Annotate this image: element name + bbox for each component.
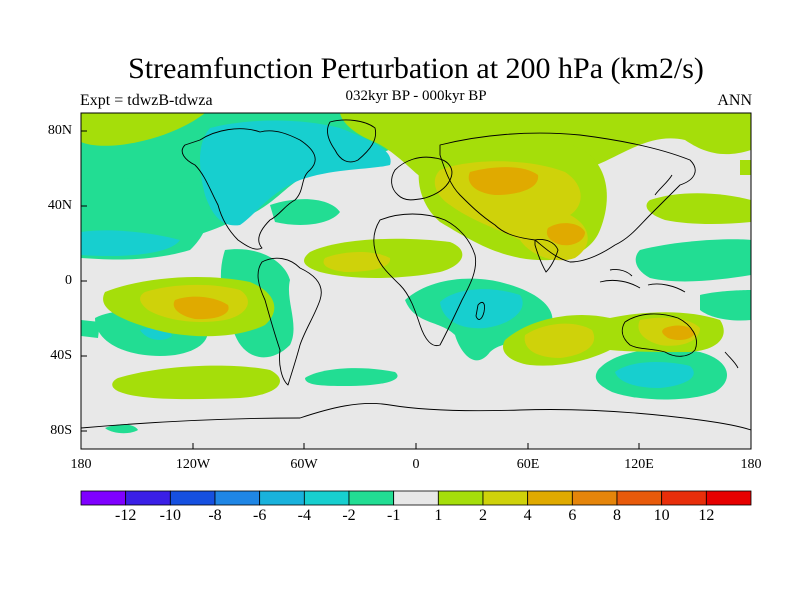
outline-asia [439,132,696,263]
map-subtitle: 032kyr BP - 000kyr BP [345,88,487,104]
colorbar-label: 8 [613,507,621,524]
lat-label-40n: 40N [47,198,72,213]
outline-antarctica [81,403,751,431]
lon-label-120e: 120E [624,457,654,472]
lat-label-80s: 80S [50,423,72,438]
season-label: ANN [717,92,752,109]
contour-west-pacific-negative [635,239,751,282]
colorbar-label: -6 [252,507,267,524]
colorbar-label: 2 [479,507,487,524]
axis-ticks [80,130,752,449]
contour-ross-negative [105,424,138,434]
negative-contours-medium [81,120,694,388]
colorbar-swatch [259,490,305,506]
contour-southern-ocean-strong [615,362,694,388]
colorbar-swatch [125,490,171,506]
experiment-label: Expt = tdwzB-tdwza [80,92,213,109]
contour-dateline-positive [740,160,751,175]
outline-north-america [181,128,316,250]
contour-north-atlantic-medium [323,252,391,272]
lon-label-180w: 180 [70,457,92,472]
colorbar-swatch [393,490,439,506]
colorbar [80,490,752,506]
colorbar-swatch [527,490,573,506]
outline-greenland [327,119,377,163]
colorbar-swatch [80,490,127,506]
contour-central-asia-strong [468,167,539,195]
lon-label-60w: 60W [290,457,318,472]
outline-new-zealand [724,351,739,369]
contour-dateline-east-negative [700,290,751,321]
colorbar-label: -1 [386,507,401,524]
outline-india [534,239,559,273]
positive-contours-strong [173,167,695,341]
colorbar-swatch [214,490,261,506]
colorbar-swatch [571,490,618,506]
contour-north-pacific-positive-east [646,193,751,225]
continent-outlines [81,119,751,431]
contour-australia-medium [524,323,595,358]
colorbar-label: -8 [208,507,222,524]
colorbar-label: 4 [523,507,532,524]
lon-label-60e: 60E [516,457,540,472]
lat-label-80n: 80N [47,123,72,138]
colorbar-label: -10 [159,507,181,524]
colorbar-swatch [705,490,752,506]
colorbar-swatch [661,490,707,506]
colorbar-label: 12 [698,507,715,524]
colorbar-label: -2 [342,507,356,524]
colorbar-swatch [616,490,663,506]
outline-europe [391,156,453,201]
colorbar-swatch [303,490,350,506]
colorbar-label: 6 [568,507,577,524]
colorbar-swatch [437,490,484,506]
lon-label-0: 0 [412,457,420,472]
outline-south-america [257,257,322,386]
contour-arctic-positive [81,113,205,146]
colorbar-label: -12 [114,507,137,524]
contour-tropical-pacific-strong [173,296,229,320]
contour-africa-strong [440,289,523,329]
outline-japan [654,174,673,196]
colorbar-swatch [348,490,395,506]
colorbar-swatch [482,490,529,506]
outline-indonesia [599,269,686,293]
contour-north-pacific-strong [81,230,180,257]
colorbar-label: -4 [297,507,311,524]
lon-label-180e: 180 [740,457,762,472]
colorbar-swatch [169,490,216,506]
lat-label-0: 0 [65,273,72,288]
lon-label-120w: 120W [175,457,211,472]
contour-east-antarctic-negative [81,320,100,338]
contour-south-pacific-positive [112,365,280,400]
colorbar-label: 10 [653,507,670,524]
contour-southern-atlantic-negative [305,368,398,386]
contour-tibet-strong [546,223,585,246]
outline-madagascar [475,301,485,320]
outline-africa [373,213,477,347]
map-title: Streamfunction Perturbation at 200 hPa (… [128,52,704,85]
contour-australia-strong [662,325,695,341]
contour-north-america-strong [200,120,391,226]
colorbar-label: 1 [434,507,443,524]
lat-label-40s: 40S [50,348,72,363]
map-plot-area [81,113,751,449]
outline-australia [621,313,697,357]
